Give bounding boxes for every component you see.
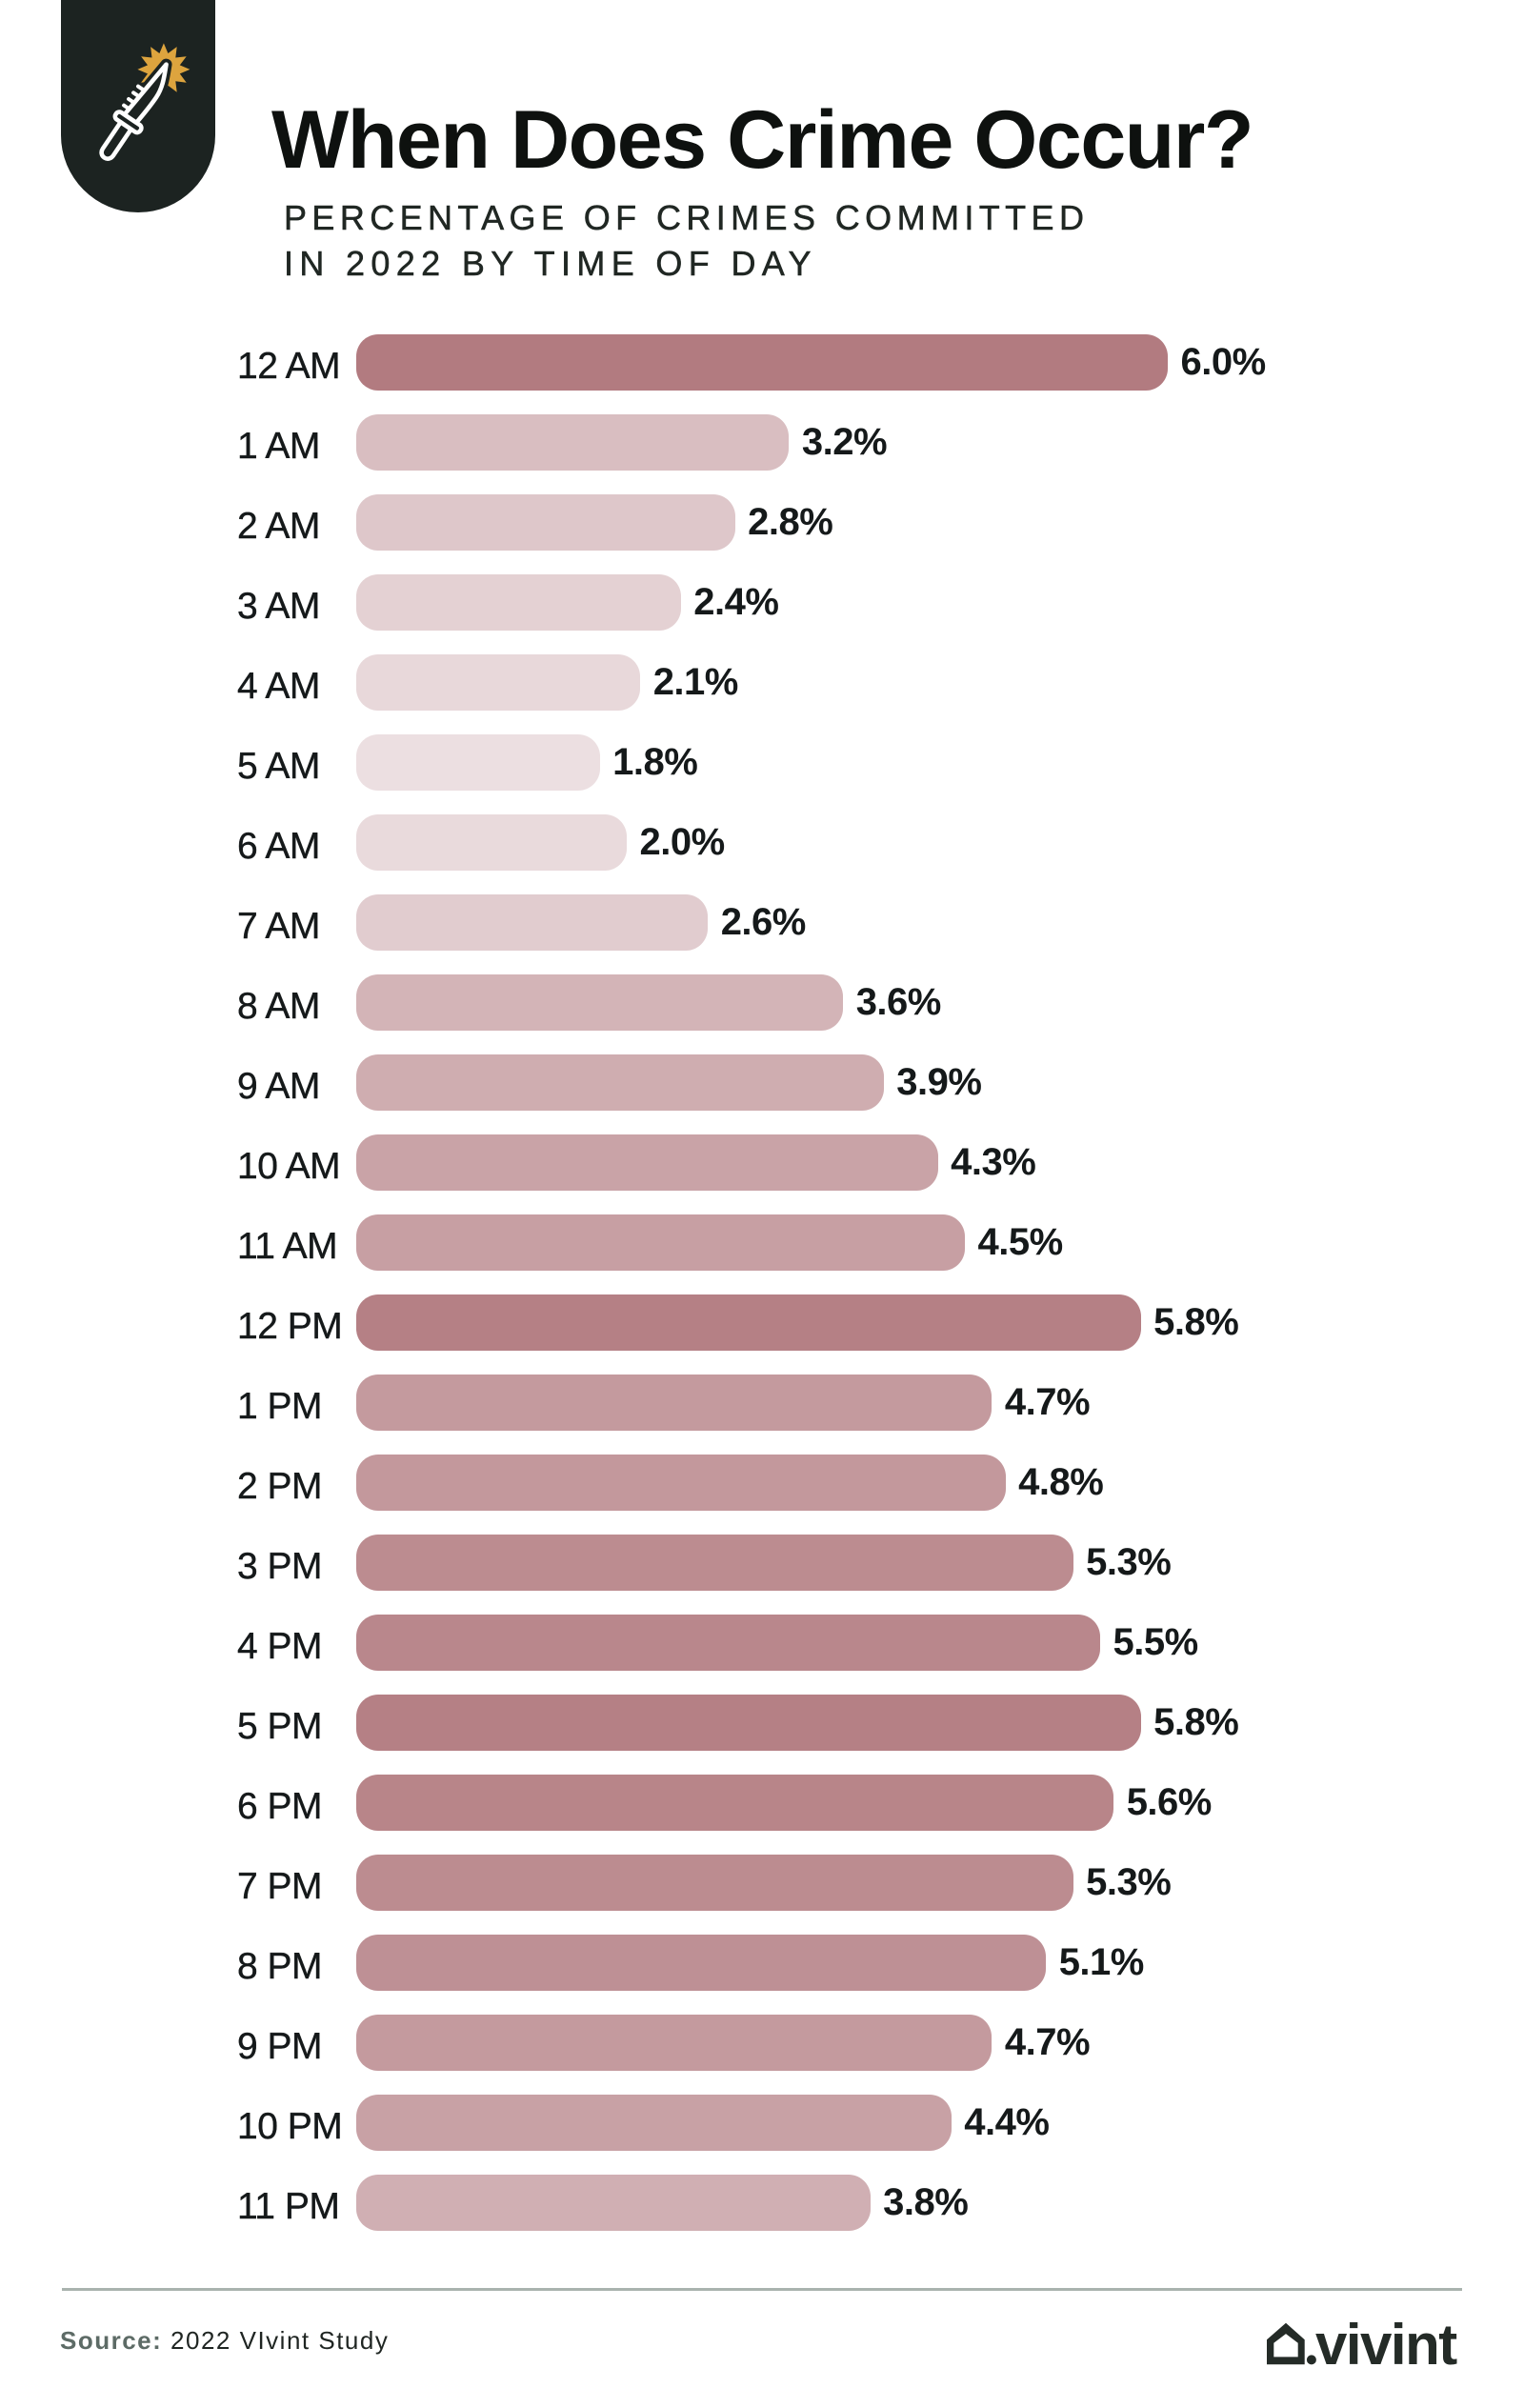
svg-text:vivint: vivint: [1315, 2317, 1457, 2374]
